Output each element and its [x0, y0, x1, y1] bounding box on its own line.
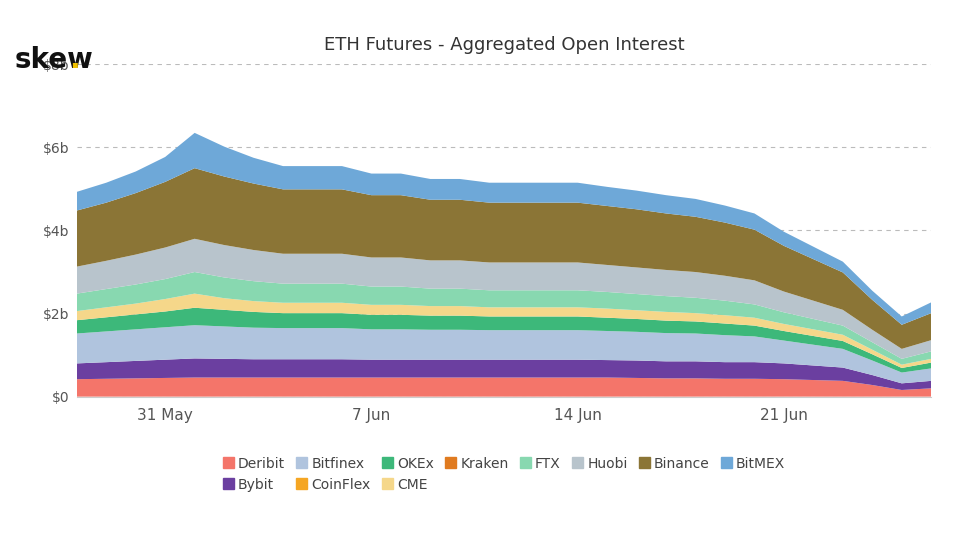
Legend: Deribit, Bybit, Bitfinex, CoinFlex, OKEx, CME, Kraken, FTX, Huobi, Binance, BitM: Deribit, Bybit, Bitfinex, CoinFlex, OKEx… — [223, 457, 785, 492]
Title: ETH Futures - Aggregated Open Interest: ETH Futures - Aggregated Open Interest — [324, 36, 684, 55]
Text: .: . — [69, 46, 80, 73]
Text: skew: skew — [14, 46, 93, 73]
